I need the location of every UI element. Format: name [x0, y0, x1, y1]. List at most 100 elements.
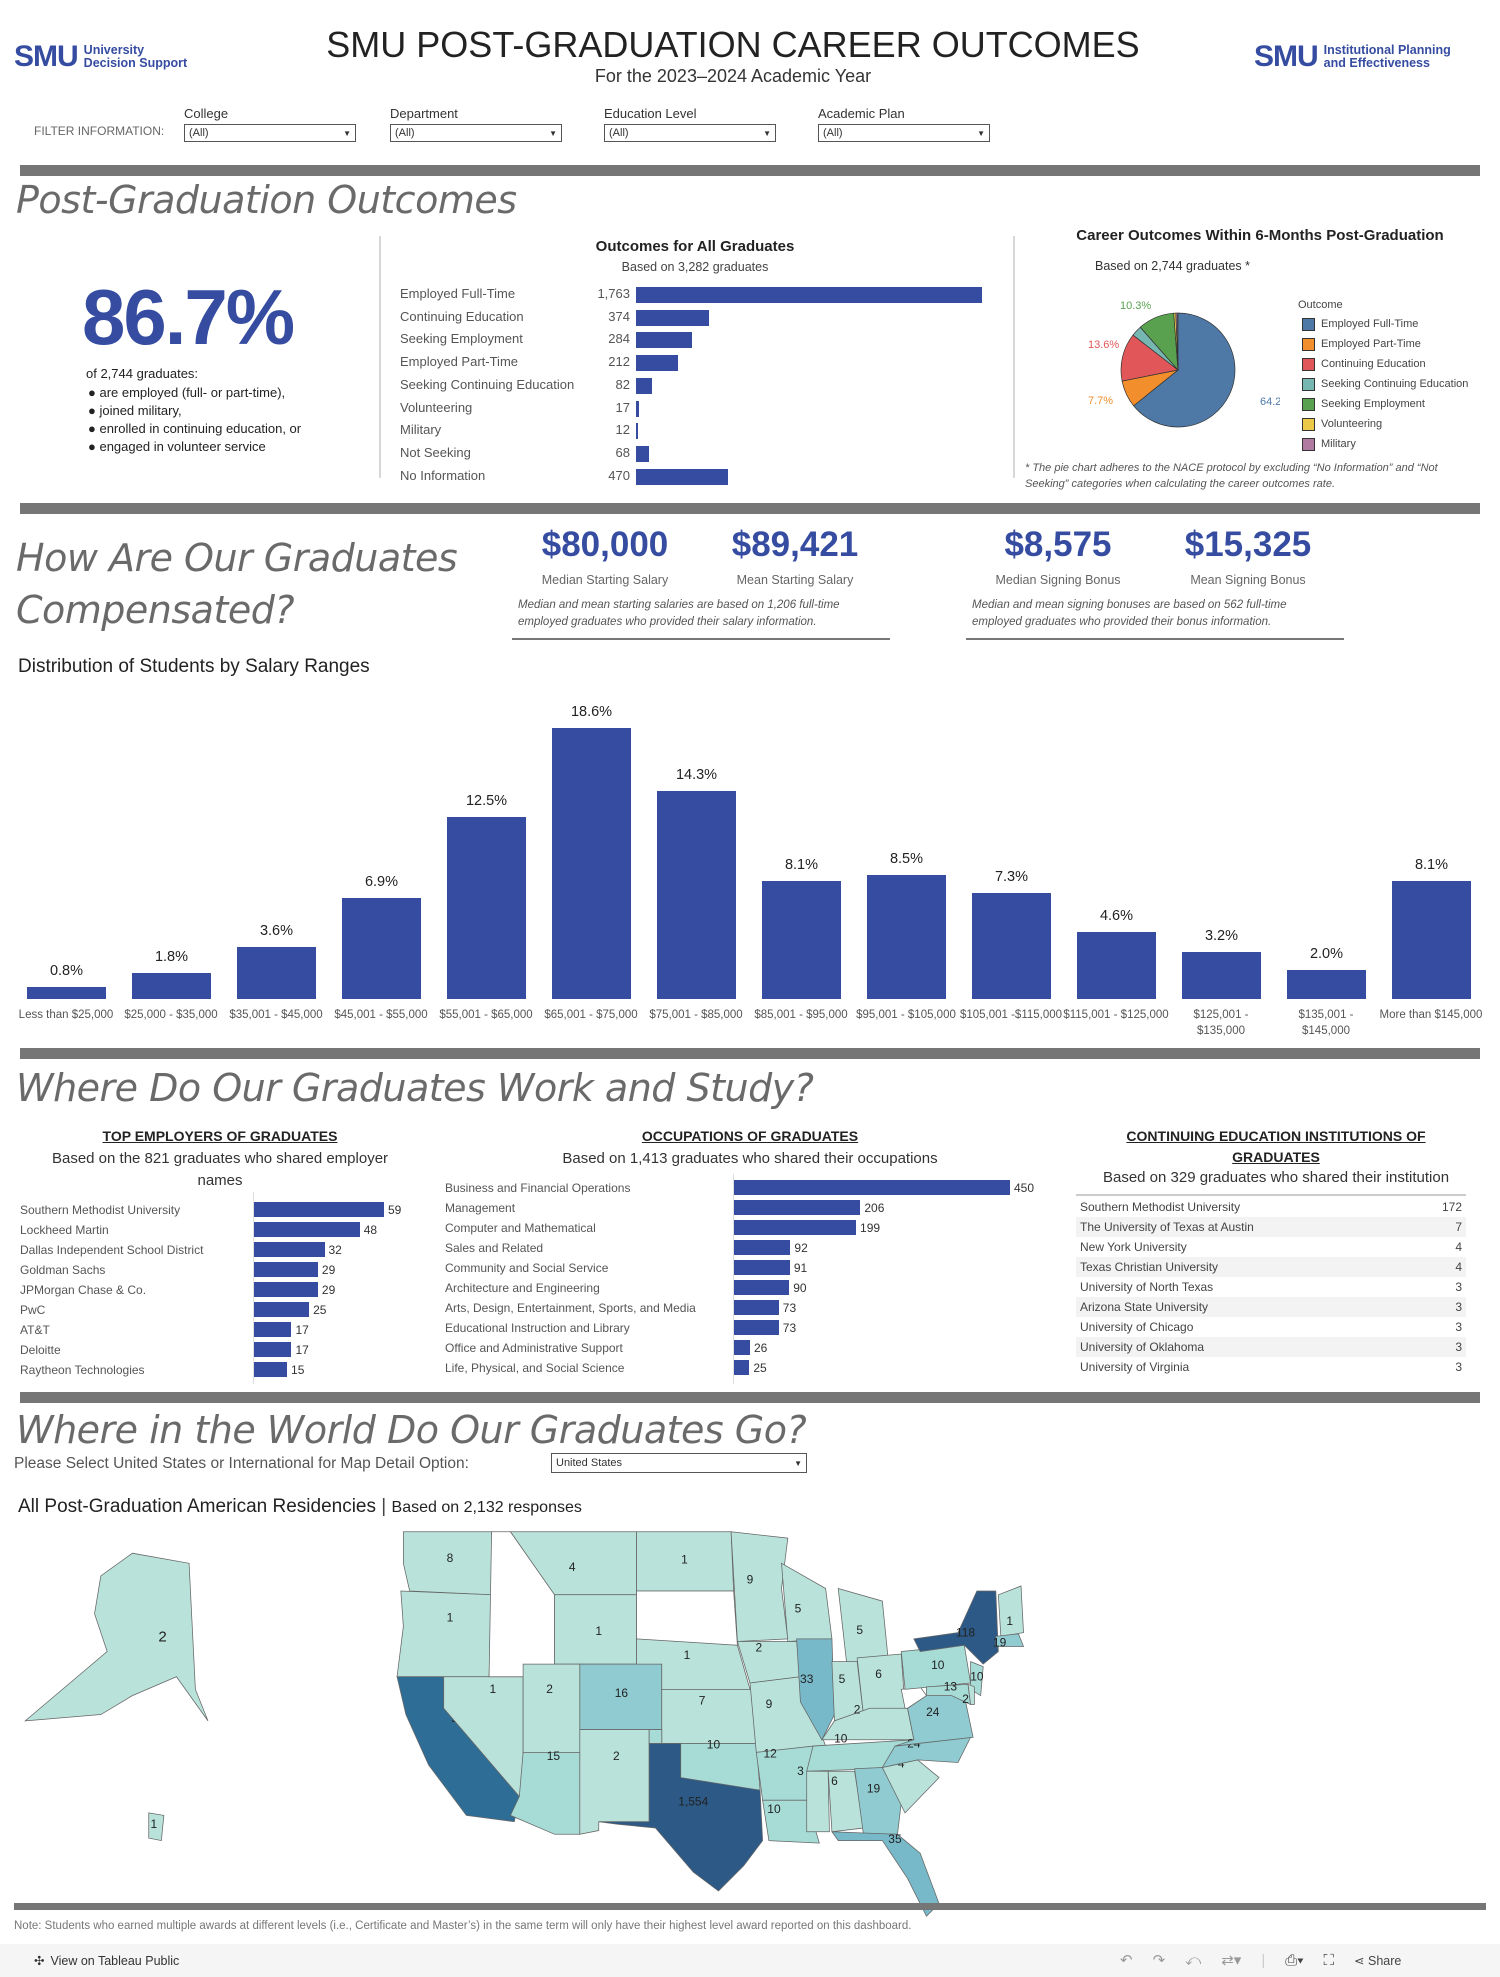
filter-dropdown[interactable]: (All) ▼	[604, 124, 776, 142]
state-shape	[762, 1799, 820, 1844]
fullscreen-icon[interactable]: ⛶	[1323, 1951, 1335, 1969]
outcome-label: Employed Part-Time	[400, 354, 518, 370]
state-nh[interactable]: 1	[997, 1585, 1024, 1637]
state-pa[interactable]: 10	[900, 1644, 972, 1690]
occupation-bar	[734, 1340, 750, 1355]
filter-dropdown[interactable]: (All) ▼	[184, 124, 356, 142]
redo-icon[interactable]: ↷	[1152, 1952, 1166, 1969]
state-wy[interactable]: 1	[554, 1594, 637, 1665]
state-sc[interactable]: 4	[881, 1756, 940, 1814]
state-ma[interactable]: 19	[993, 1633, 1025, 1650]
salary-category: $125,001 - $135,000	[1193, 1009, 1249, 1037]
legend-item: Continuing Education	[1302, 354, 1468, 374]
employers-title: TOP EMPLOYERS OF GRADUATES	[102, 1128, 338, 1144]
state-value: 1	[1006, 1614, 1013, 1628]
share-label: Share	[1368, 1953, 1402, 1968]
outcome-value: 284	[608, 331, 630, 347]
state-nd[interactable]: 1	[636, 1531, 735, 1592]
map-option-select[interactable]: United States ▼	[551, 1453, 807, 1473]
state-ga[interactable]: 19	[854, 1767, 902, 1835]
institution-row: University of Oklahoma 3	[1076, 1337, 1466, 1357]
filter-value: (All)	[395, 127, 415, 139]
state-ms[interactable]: 3	[797, 1764, 830, 1833]
occupation-label: Arts, Design, Entertainment, Sports, and…	[445, 1301, 696, 1315]
state-nv[interactable]: 1	[443, 1676, 524, 1798]
dropdown-arrow-icon: ▼	[794, 1458, 802, 1468]
state-oh[interactable]: 6	[856, 1653, 906, 1715]
state-value: 2	[158, 1628, 166, 1645]
legend-swatch	[1302, 437, 1315, 451]
state-id[interactable]	[488, 1531, 555, 1678]
state-co[interactable]: 16	[579, 1663, 663, 1731]
state-az[interactable]: 15	[509, 1749, 581, 1835]
state-mi[interactable]: 5	[837, 1587, 890, 1668]
state-or[interactable]: 1	[396, 1590, 492, 1678]
state-al[interactable]: 6	[827, 1770, 864, 1833]
state-va[interactable]: 24	[894, 1695, 974, 1747]
state-shape	[821, 1707, 915, 1741]
legend-swatch	[1302, 357, 1315, 371]
state-ok[interactable]: 10	[648, 1729, 761, 1791]
pause-icon[interactable]: ⇄▾	[1221, 1952, 1242, 1969]
undo-icon[interactable]: ↶	[1120, 1952, 1133, 1969]
state-tx[interactable]: 1,554	[598, 1743, 763, 1892]
download-icon[interactable]: ⎙▾	[1285, 1951, 1304, 1969]
state-wa[interactable]: 8	[402, 1531, 492, 1596]
state-shape	[995, 1633, 1025, 1647]
state-value: 91	[451, 1711, 465, 1725]
occupation-value: 92	[794, 1241, 808, 1255]
salary-bar	[867, 875, 946, 999]
state-mt[interactable]: 4	[509, 1531, 637, 1596]
state-shape	[827, 1770, 864, 1833]
share-button[interactable]: ⋖ Share	[1354, 1953, 1402, 1968]
state-shape	[598, 1743, 763, 1892]
filter-dropdown[interactable]: (All) ▼	[818, 124, 990, 142]
state-md[interactable]: 13	[926, 1680, 972, 1706]
state-ny[interactable]: 118	[913, 1590, 999, 1665]
state-ks[interactable]: 7	[661, 1688, 757, 1744]
state-ar[interactable]: 12	[755, 1745, 814, 1801]
state-il[interactable]: 33	[796, 1638, 835, 1741]
state-value: 7	[699, 1693, 706, 1707]
state-sd[interactable]	[636, 1590, 738, 1646]
occupation-bar	[734, 1200, 861, 1215]
state-tn[interactable]: 10	[806, 1731, 915, 1772]
state-wv[interactable]	[900, 1686, 928, 1709]
filter-label: FILTER INFORMATION:	[34, 124, 165, 138]
state-wi[interactable]: 5	[781, 1562, 833, 1642]
outcome-rate: 86.7%	[82, 273, 295, 361]
state-la[interactable]: 10	[762, 1799, 820, 1844]
filter-label-0: College	[184, 106, 229, 121]
state-ky[interactable]: 2	[821, 1702, 915, 1741]
state-hi[interactable]: 1	[148, 1812, 165, 1842]
state-ut[interactable]: 2	[522, 1663, 581, 1753]
state-in[interactable]: 5	[831, 1661, 864, 1722]
view-on-tableau-link[interactable]: ✣ View on Tableau Public	[34, 1953, 179, 1969]
filter-dropdown[interactable]: (All) ▼	[390, 124, 562, 142]
state-shape	[736, 1641, 801, 1684]
state-ne[interactable]: 1	[636, 1638, 751, 1690]
state-value: 24	[907, 1736, 921, 1750]
state-ak[interactable]: 2	[24, 1552, 209, 1722]
state-mn[interactable]: 9	[730, 1531, 789, 1642]
toolbar-separator: |	[1261, 1951, 1266, 1969]
state-nc[interactable]: 24	[881, 1736, 972, 1769]
world-heading: Where in the World Do Our Graduates Go?	[16, 1408, 807, 1452]
state-nj[interactable]: 10	[970, 1661, 984, 1697]
occupation-value: 199	[860, 1221, 881, 1235]
employer-bar	[254, 1222, 360, 1237]
logo-line: University	[83, 43, 145, 57]
state-shape	[913, 1590, 999, 1665]
revert-icon[interactable]: ⤺	[1185, 1951, 1202, 1969]
salary-bar	[342, 898, 421, 999]
rate-caption: of 2,744 graduates:	[86, 366, 199, 381]
state-ia[interactable]: 2	[736, 1641, 801, 1684]
occupation-label: Architecture and Engineering	[445, 1281, 600, 1295]
state-de[interactable]: 2	[962, 1683, 975, 1706]
state-mo[interactable]: 9	[749, 1676, 827, 1753]
legend-item: Seeking Employment	[1302, 394, 1468, 414]
state-ca[interactable]: 91	[396, 1676, 520, 1823]
state-nm[interactable]: 2	[579, 1729, 650, 1835]
employer-bar	[254, 1302, 310, 1317]
filter-label-2: Education Level	[604, 106, 697, 121]
